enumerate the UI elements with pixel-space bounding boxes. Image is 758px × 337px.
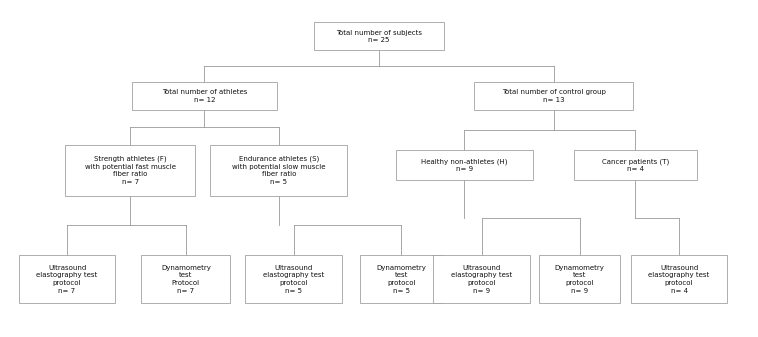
Text: Cancer patients (T)
n= 4: Cancer patients (T) n= 4 (602, 158, 669, 172)
FancyBboxPatch shape (65, 145, 195, 196)
Text: Ultrasound
elastography test
protocol
n= 5: Ultrasound elastography test protocol n=… (263, 265, 324, 294)
Text: Dynamometry
test
protocol
n= 5: Dynamometry test protocol n= 5 (377, 265, 426, 294)
FancyBboxPatch shape (539, 255, 620, 303)
FancyBboxPatch shape (141, 255, 230, 303)
Text: Dynamometry
test
Protocol
n= 7: Dynamometry test Protocol n= 7 (161, 265, 211, 294)
FancyBboxPatch shape (314, 22, 444, 51)
FancyBboxPatch shape (574, 150, 697, 180)
Text: Dynamometry
test
protocol
n= 9: Dynamometry test protocol n= 9 (555, 265, 604, 294)
Text: Strength athletes (F)
with potential fast muscle
fiber ratio
n= 7: Strength athletes (F) with potential fas… (85, 155, 176, 185)
Text: Endurance athletes (S)
with potential slow muscle
fiber ratio
n= 5: Endurance athletes (S) with potential sl… (232, 155, 325, 185)
FancyBboxPatch shape (360, 255, 442, 303)
FancyBboxPatch shape (19, 255, 115, 303)
FancyBboxPatch shape (631, 255, 728, 303)
FancyBboxPatch shape (434, 255, 530, 303)
Text: Total number of subjects
n= 25: Total number of subjects n= 25 (336, 30, 422, 43)
FancyBboxPatch shape (396, 150, 533, 180)
Text: Total number of control group
n= 13: Total number of control group n= 13 (502, 89, 606, 103)
Text: Ultrasound
elastography test
protocol
n= 9: Ultrasound elastography test protocol n=… (451, 265, 512, 294)
FancyBboxPatch shape (246, 255, 342, 303)
FancyBboxPatch shape (210, 145, 347, 196)
Text: Healthy non-athletes (H)
n= 9: Healthy non-athletes (H) n= 9 (421, 158, 508, 172)
FancyBboxPatch shape (474, 82, 634, 110)
Text: Ultrasound
elastography test
protocol
n= 4: Ultrasound elastography test protocol n=… (649, 265, 709, 294)
Text: Total number of athletes
n= 12: Total number of athletes n= 12 (161, 89, 247, 103)
FancyBboxPatch shape (132, 82, 277, 110)
Text: Ultrasound
elastography test
protocol
n= 7: Ultrasound elastography test protocol n=… (36, 265, 98, 294)
